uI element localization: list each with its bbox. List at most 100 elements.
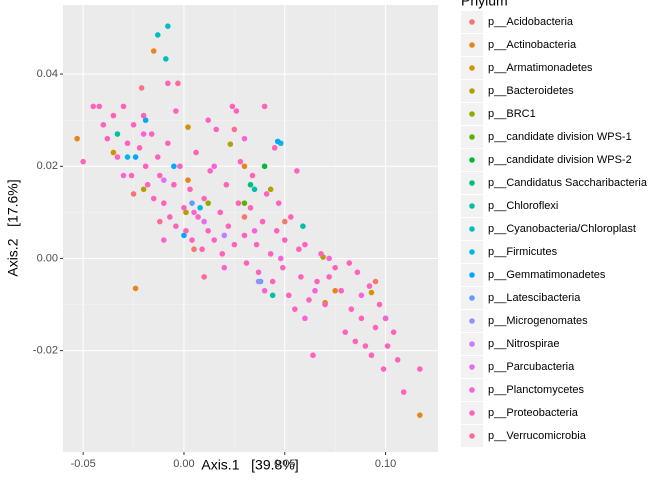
point (181, 232, 187, 239)
point (165, 80, 171, 87)
point (354, 269, 361, 276)
point (237, 158, 244, 165)
point (249, 172, 256, 179)
legend-label: p__Latescibacteria (488, 292, 581, 304)
point (338, 287, 345, 294)
point (104, 135, 111, 142)
point (211, 237, 218, 243)
point (326, 274, 332, 280)
point (267, 251, 274, 257)
point (302, 315, 308, 322)
x-axis-title: Axis.1 [39.8%] (201, 457, 298, 473)
legend-swatch (469, 19, 475, 25)
legend-label: p__Chloroflexi (488, 200, 558, 212)
point (221, 232, 228, 239)
point (314, 278, 320, 285)
point (241, 214, 248, 220)
point (231, 241, 238, 248)
legend-swatch (469, 318, 475, 324)
legend: p__Acidobacteria p__Actinobacteria p__Arma… (461, 11, 648, 447)
point (161, 200, 167, 206)
legend-swatch (469, 410, 475, 416)
point (241, 135, 248, 142)
point (96, 103, 103, 110)
point (251, 186, 258, 193)
point (187, 186, 193, 193)
legend-label: p__Acidobacteria (488, 16, 574, 28)
point (380, 366, 387, 372)
point (142, 163, 149, 170)
legend-label: p__Armatimonadetes (488, 62, 593, 74)
point (185, 124, 191, 130)
legend-label: p__Candidatus Saccharibacteria (488, 177, 648, 189)
legend-swatch (469, 180, 475, 186)
point (274, 138, 281, 145)
point (306, 297, 312, 303)
point (205, 200, 211, 206)
point (189, 237, 195, 243)
point (165, 23, 171, 29)
point (120, 172, 127, 179)
point (191, 209, 197, 216)
legend-label: p__Nitrospirae (488, 338, 560, 350)
point (136, 145, 143, 151)
legend-swatch (469, 433, 475, 439)
legend-label: p__BRC1 (488, 108, 536, 120)
point (261, 287, 268, 294)
point (183, 228, 189, 234)
point (352, 338, 359, 345)
legend-swatch (469, 65, 475, 71)
point (281, 218, 288, 225)
legend-swatch (469, 341, 475, 347)
point (205, 228, 211, 234)
x-tick-label: 0.00 (173, 458, 194, 470)
point (241, 200, 248, 206)
point (326, 255, 332, 262)
points (74, 23, 423, 418)
point (300, 223, 306, 229)
point (332, 264, 338, 271)
point (296, 246, 302, 253)
point (417, 366, 423, 372)
point (185, 177, 191, 183)
point (372, 324, 379, 331)
legend-label: p__Actinobacteria (488, 39, 577, 51)
point (211, 163, 218, 170)
legend-label: p__Planctomycetes (488, 384, 584, 396)
point (263, 191, 270, 197)
point (80, 158, 86, 165)
point (189, 200, 195, 206)
legend-label: p__Gemmatimonadetes (488, 269, 606, 281)
point (235, 200, 242, 206)
point (114, 131, 121, 137)
point (294, 168, 300, 174)
point (183, 209, 189, 216)
point (241, 163, 248, 170)
point (318, 251, 324, 257)
point (286, 292, 292, 299)
legend-swatch (469, 387, 475, 393)
y-tick-label: 0.02 (37, 160, 58, 172)
legend-label: p__Verrucomicrobia (488, 430, 587, 442)
point (110, 149, 117, 156)
point (161, 237, 167, 243)
point (130, 191, 137, 197)
point (124, 140, 131, 147)
point (372, 278, 379, 285)
point (138, 85, 145, 91)
point (165, 140, 171, 147)
point (281, 237, 288, 243)
grid (63, 5, 438, 452)
point (362, 343, 369, 349)
point (140, 131, 147, 137)
point (90, 103, 97, 110)
point (110, 112, 117, 119)
point (197, 204, 203, 211)
point (302, 241, 308, 248)
point (150, 195, 157, 202)
legend-swatch (469, 111, 475, 117)
point (114, 154, 121, 160)
point (191, 246, 197, 253)
legend-swatch (469, 134, 475, 140)
